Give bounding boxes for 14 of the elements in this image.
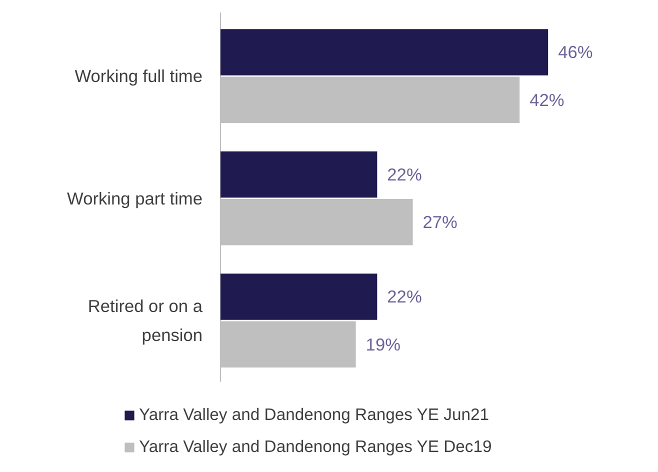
bar	[220, 151, 378, 198]
bar	[220, 274, 378, 320]
data-label: 42%	[530, 90, 564, 110]
data-label: 46%	[558, 42, 593, 62]
data-label: 22%	[387, 164, 422, 184]
bar	[220, 29, 548, 76]
data-label: 19%	[366, 334, 400, 354]
y-tick-label: Working part time	[67, 188, 203, 208]
data-label: 27%	[422, 212, 458, 232]
y-tick-label: Working full time	[74, 66, 203, 86]
legend-label: Yarra Valley and Dandenong Ranges YE Jun21	[139, 405, 490, 425]
legend-label: Yarra Valley and Dandenong Ranges YE Dec19	[139, 437, 492, 457]
data-label: 22%	[387, 286, 422, 307]
y-tick-label: Retired or on a pension	[88, 296, 203, 346]
